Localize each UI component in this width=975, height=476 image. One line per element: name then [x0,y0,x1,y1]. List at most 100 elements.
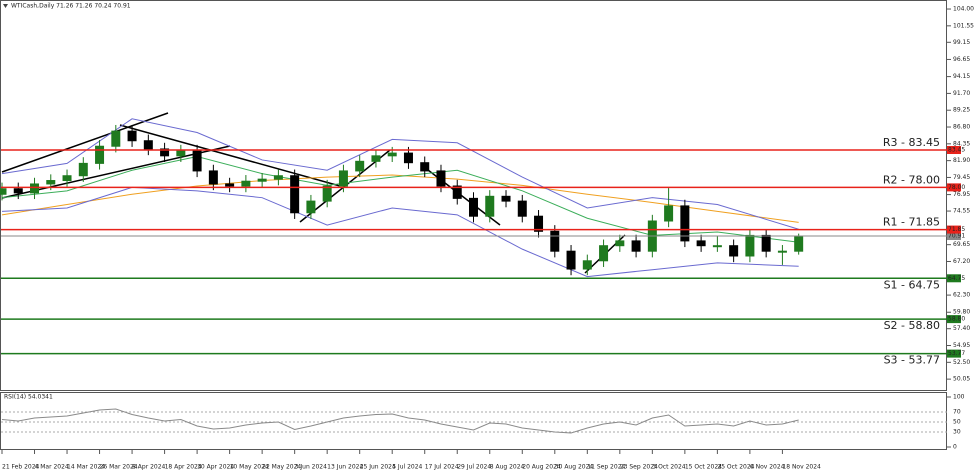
x-tick-label: 18 Nov 2024 [782,464,821,471]
candle-body [176,150,186,157]
x-tick-label: 29 Jul 2024 [457,464,491,471]
x-tick-label: 8 Apr 2024 [132,464,165,471]
y-tick-label: 84.35 [953,140,970,147]
candle-body [729,245,739,257]
x-tick-label: 30 Apr 2024 [197,464,234,471]
y-tick-label: 79.45 [953,174,970,181]
candle-body [566,250,576,270]
level-tag: 58.80 [948,316,965,323]
level-tag: 53.77 [948,350,965,357]
y-tick-label: 70 [953,409,961,416]
candle-body [777,250,787,253]
y-tick-label: 57.40 [953,325,970,332]
y-tick-label: 50 [953,419,961,426]
y-tick-label: 94.15 [953,73,970,80]
x-tick-label: 11 Sep 2024 [587,464,625,471]
level-label: S3 - 53.77 [884,354,940,367]
candle-body [436,170,446,187]
candle-body [420,162,430,172]
x-tick-label: 17 Jul 2024 [425,464,459,471]
x-tick-label: 15 Oct 2024 [685,464,722,471]
y-tick-label: 89.25 [953,107,970,114]
y-tick-label: 62.30 [953,292,970,299]
candle-body [13,188,23,194]
candle-body [322,185,332,202]
candle-body [95,145,105,164]
candle-body [257,178,267,182]
x-tick-label: 5 Jul 2024 [392,464,422,471]
candle-body [403,152,413,164]
last-price-tag: 70.91 [948,233,965,240]
candle-body [0,188,7,195]
level-box [947,183,961,192]
candle-body [615,240,625,247]
candle-body [485,195,495,217]
x-tick-label: 10 May 2024 [230,464,269,471]
candle-body [452,185,462,199]
x-tick-label: 4 Mar 2024 [35,464,69,471]
y-tick-label: 30 [953,429,961,436]
x-tick-label: 30 Aug 2024 [555,464,594,471]
trend-line [1,145,231,199]
candle-body [143,140,153,150]
rsi-title: RSI(14) 54.0341 [4,394,53,401]
x-tick-label: 20 Aug 2024 [522,464,561,471]
x-tick-label: 8 Aug 2024 [490,464,525,471]
candle-body [712,245,722,248]
y-tick-label: 67.20 [953,258,970,265]
y-tick-label: 81.90 [953,157,970,164]
level-box [947,274,961,283]
x-tick-label: 18 Apr 2024 [165,464,202,471]
candle-body [696,240,706,247]
level-tag: 83.45 [948,147,965,154]
x-tick-label: 22 May 2024 [262,464,301,471]
y-tick-label: 86.80 [953,124,970,131]
level-label: S2 - 58.80 [884,319,940,332]
symbol-icon [3,4,8,8]
x-tick-label: 3 Oct 2024 [652,464,685,471]
candle-body [225,183,235,187]
candle-body [192,150,202,172]
candle-body [160,148,170,157]
level-label: R1 - 71.85 [883,216,940,229]
level-tag: 71.85 [948,226,965,233]
y-tick-label: 76.95 [953,191,970,198]
level-box [947,349,961,358]
x-tick-label: 26 Mar 2024 [100,464,138,471]
level-box [947,146,961,155]
candle-body [794,235,804,252]
chart-title: WTICash,Daily 71.26 71.26 70.24 70.91 [11,3,131,10]
level-label: R3 - 83.45 [883,136,940,149]
y-tick-label: 104.00 [953,6,974,13]
candle-body [208,170,218,185]
y-tick-label: 96.65 [953,56,970,63]
candle-body [338,170,348,187]
candle-body [387,152,397,157]
candle-body [62,175,72,182]
x-tick-label: 23 Sep 2024 [620,464,658,471]
x-tick-label: 14 Mar 2024 [67,464,105,471]
x-tick-label: 25 Oct 2024 [717,464,754,471]
candle-body [550,230,560,252]
candle-body [306,200,316,214]
x-tick-label: 6 Nov 2024 [750,464,785,471]
candle-body [582,260,592,270]
y-tick-label: 52.50 [953,359,970,366]
candle-body [371,155,381,162]
candle-body [599,245,609,262]
y-tick-label: 99.15 [953,39,970,46]
level-box [947,315,961,324]
candle-body [469,197,478,217]
candle-body [355,160,365,172]
y-tick-label: 91.70 [953,90,970,97]
rsi-panel [0,392,947,450]
x-tick-label: 25 Jun 2024 [360,464,396,471]
x-tick-label: 21 Feb 2024 [2,464,40,471]
candle-body [241,180,251,187]
candle-body [501,195,511,202]
candle-body [631,240,641,252]
x-tick-label: 3 Jun 2024 [295,464,327,471]
x-tick-label: 13 Jun 2024 [327,464,363,471]
level-box [947,225,961,234]
